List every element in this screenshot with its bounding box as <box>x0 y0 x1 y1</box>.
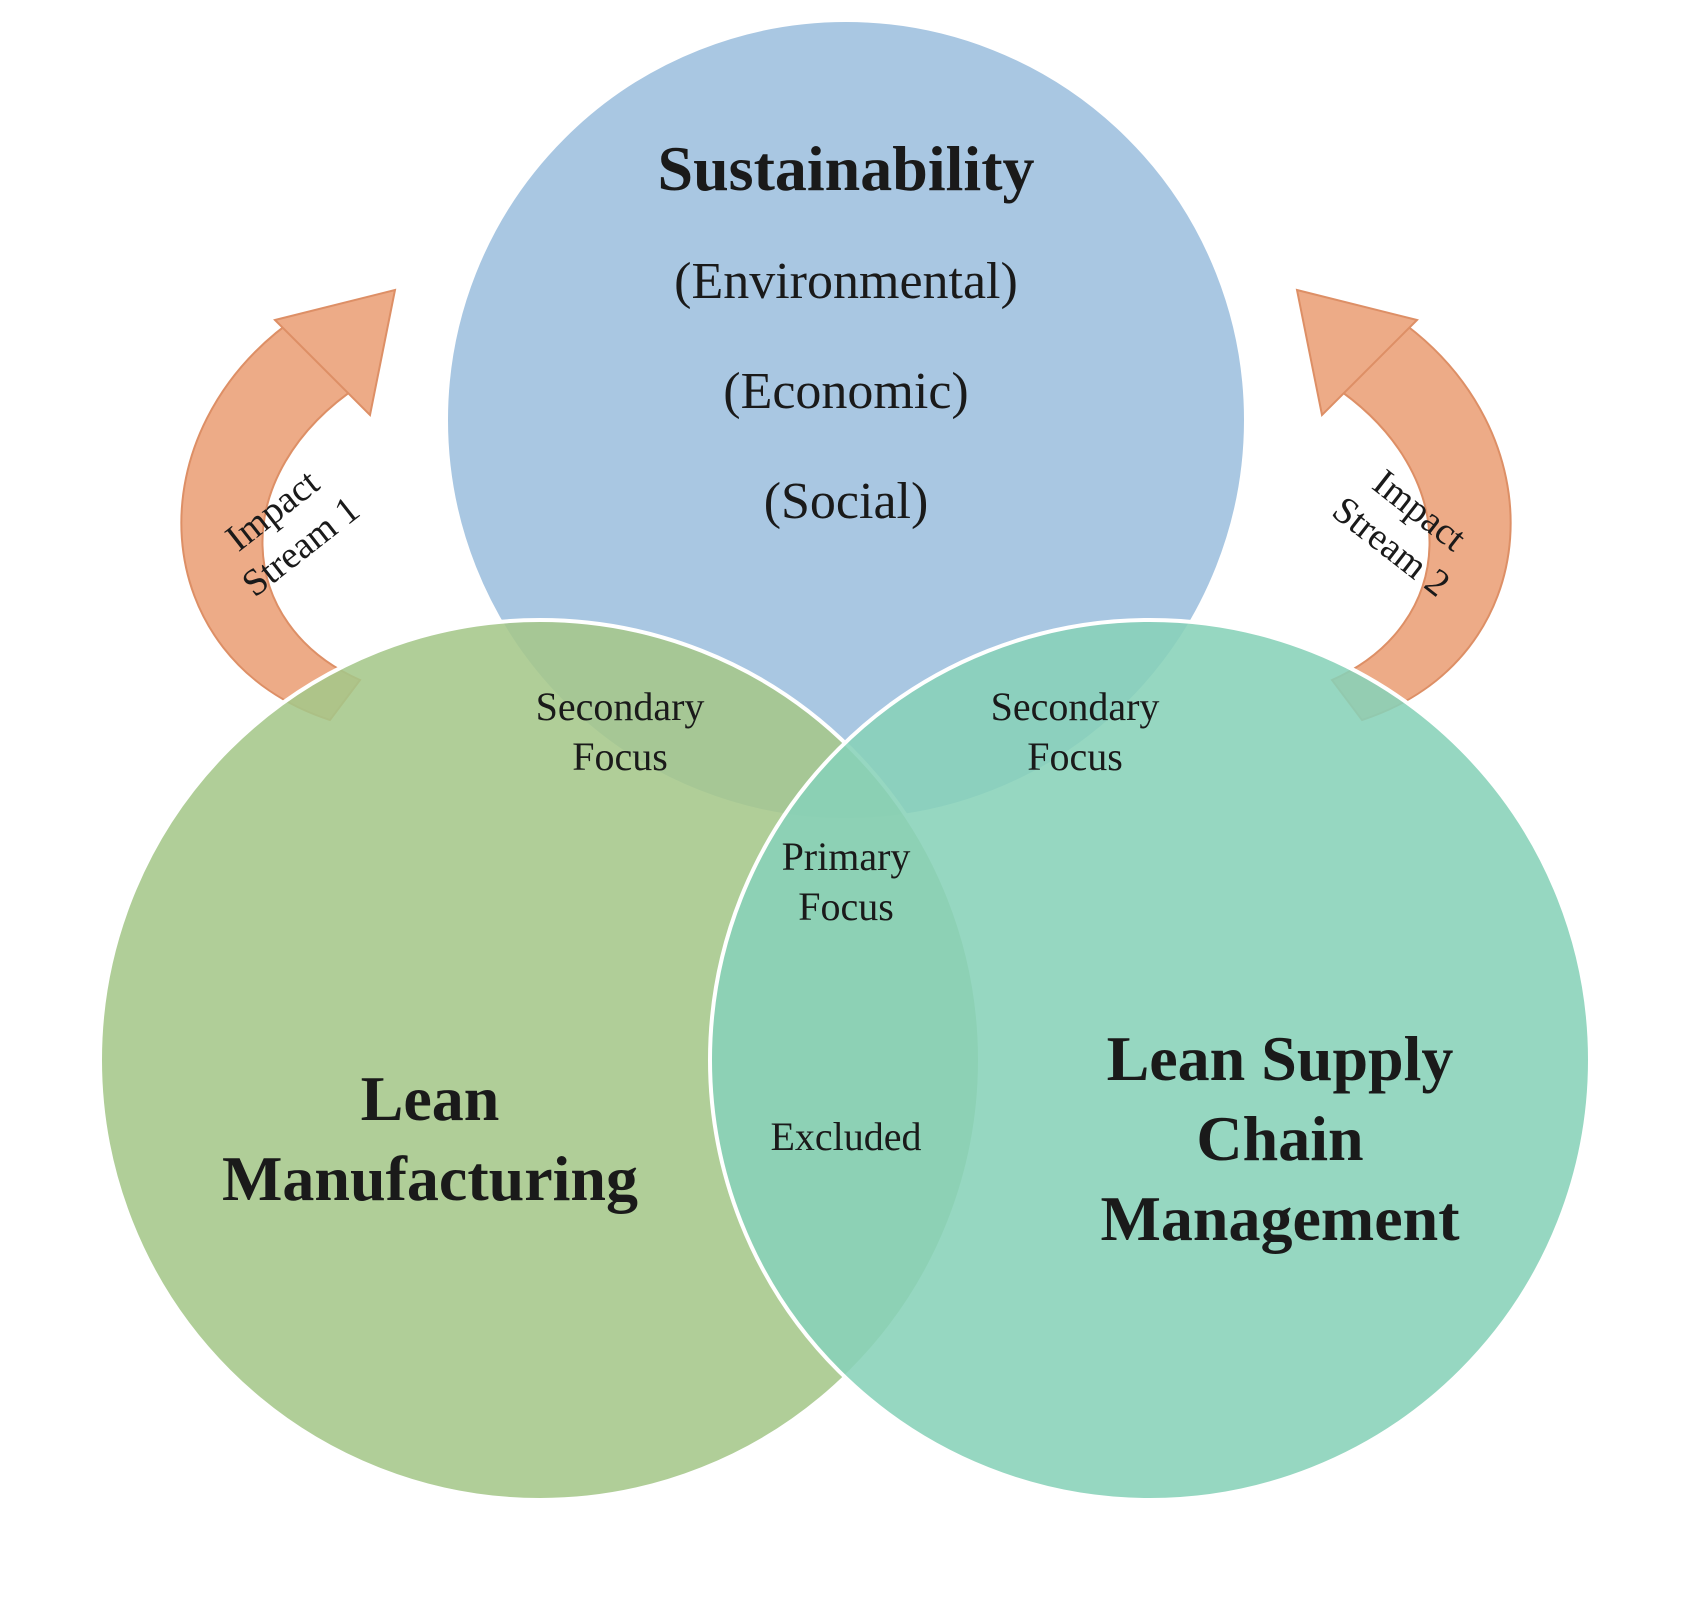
lean-scm-title-l3: Management <box>1100 1183 1460 1254</box>
lean-scm-title-l2: Chain <box>1196 1103 1363 1174</box>
primary-focus-l1: Primary <box>782 834 911 879</box>
sustainability-sub-economic: (Economic) <box>723 363 968 420</box>
sustainability-sub-environmental: (Environmental) <box>674 253 1018 310</box>
lean-scm-title-l1: Lean Supply <box>1107 1023 1454 1094</box>
sustainability-title: Sustainability <box>657 133 1034 204</box>
venn-diagram: Sustainability (Environmental) (Economic… <box>0 0 1692 1599</box>
lean-manufacturing-title-l2: Manufacturing <box>222 1143 638 1214</box>
lean-manufacturing-title-l1: Lean <box>361 1063 500 1134</box>
secondary-focus-right-l1: Secondary <box>991 684 1160 729</box>
excluded-label: Excluded <box>770 1114 921 1159</box>
secondary-focus-left-l1: Secondary <box>536 684 705 729</box>
primary-focus-l2: Focus <box>798 884 894 929</box>
secondary-focus-left-l2: Focus <box>572 734 668 779</box>
sustainability-sub-social: (Social) <box>764 473 929 530</box>
secondary-focus-right-l2: Focus <box>1027 734 1123 779</box>
